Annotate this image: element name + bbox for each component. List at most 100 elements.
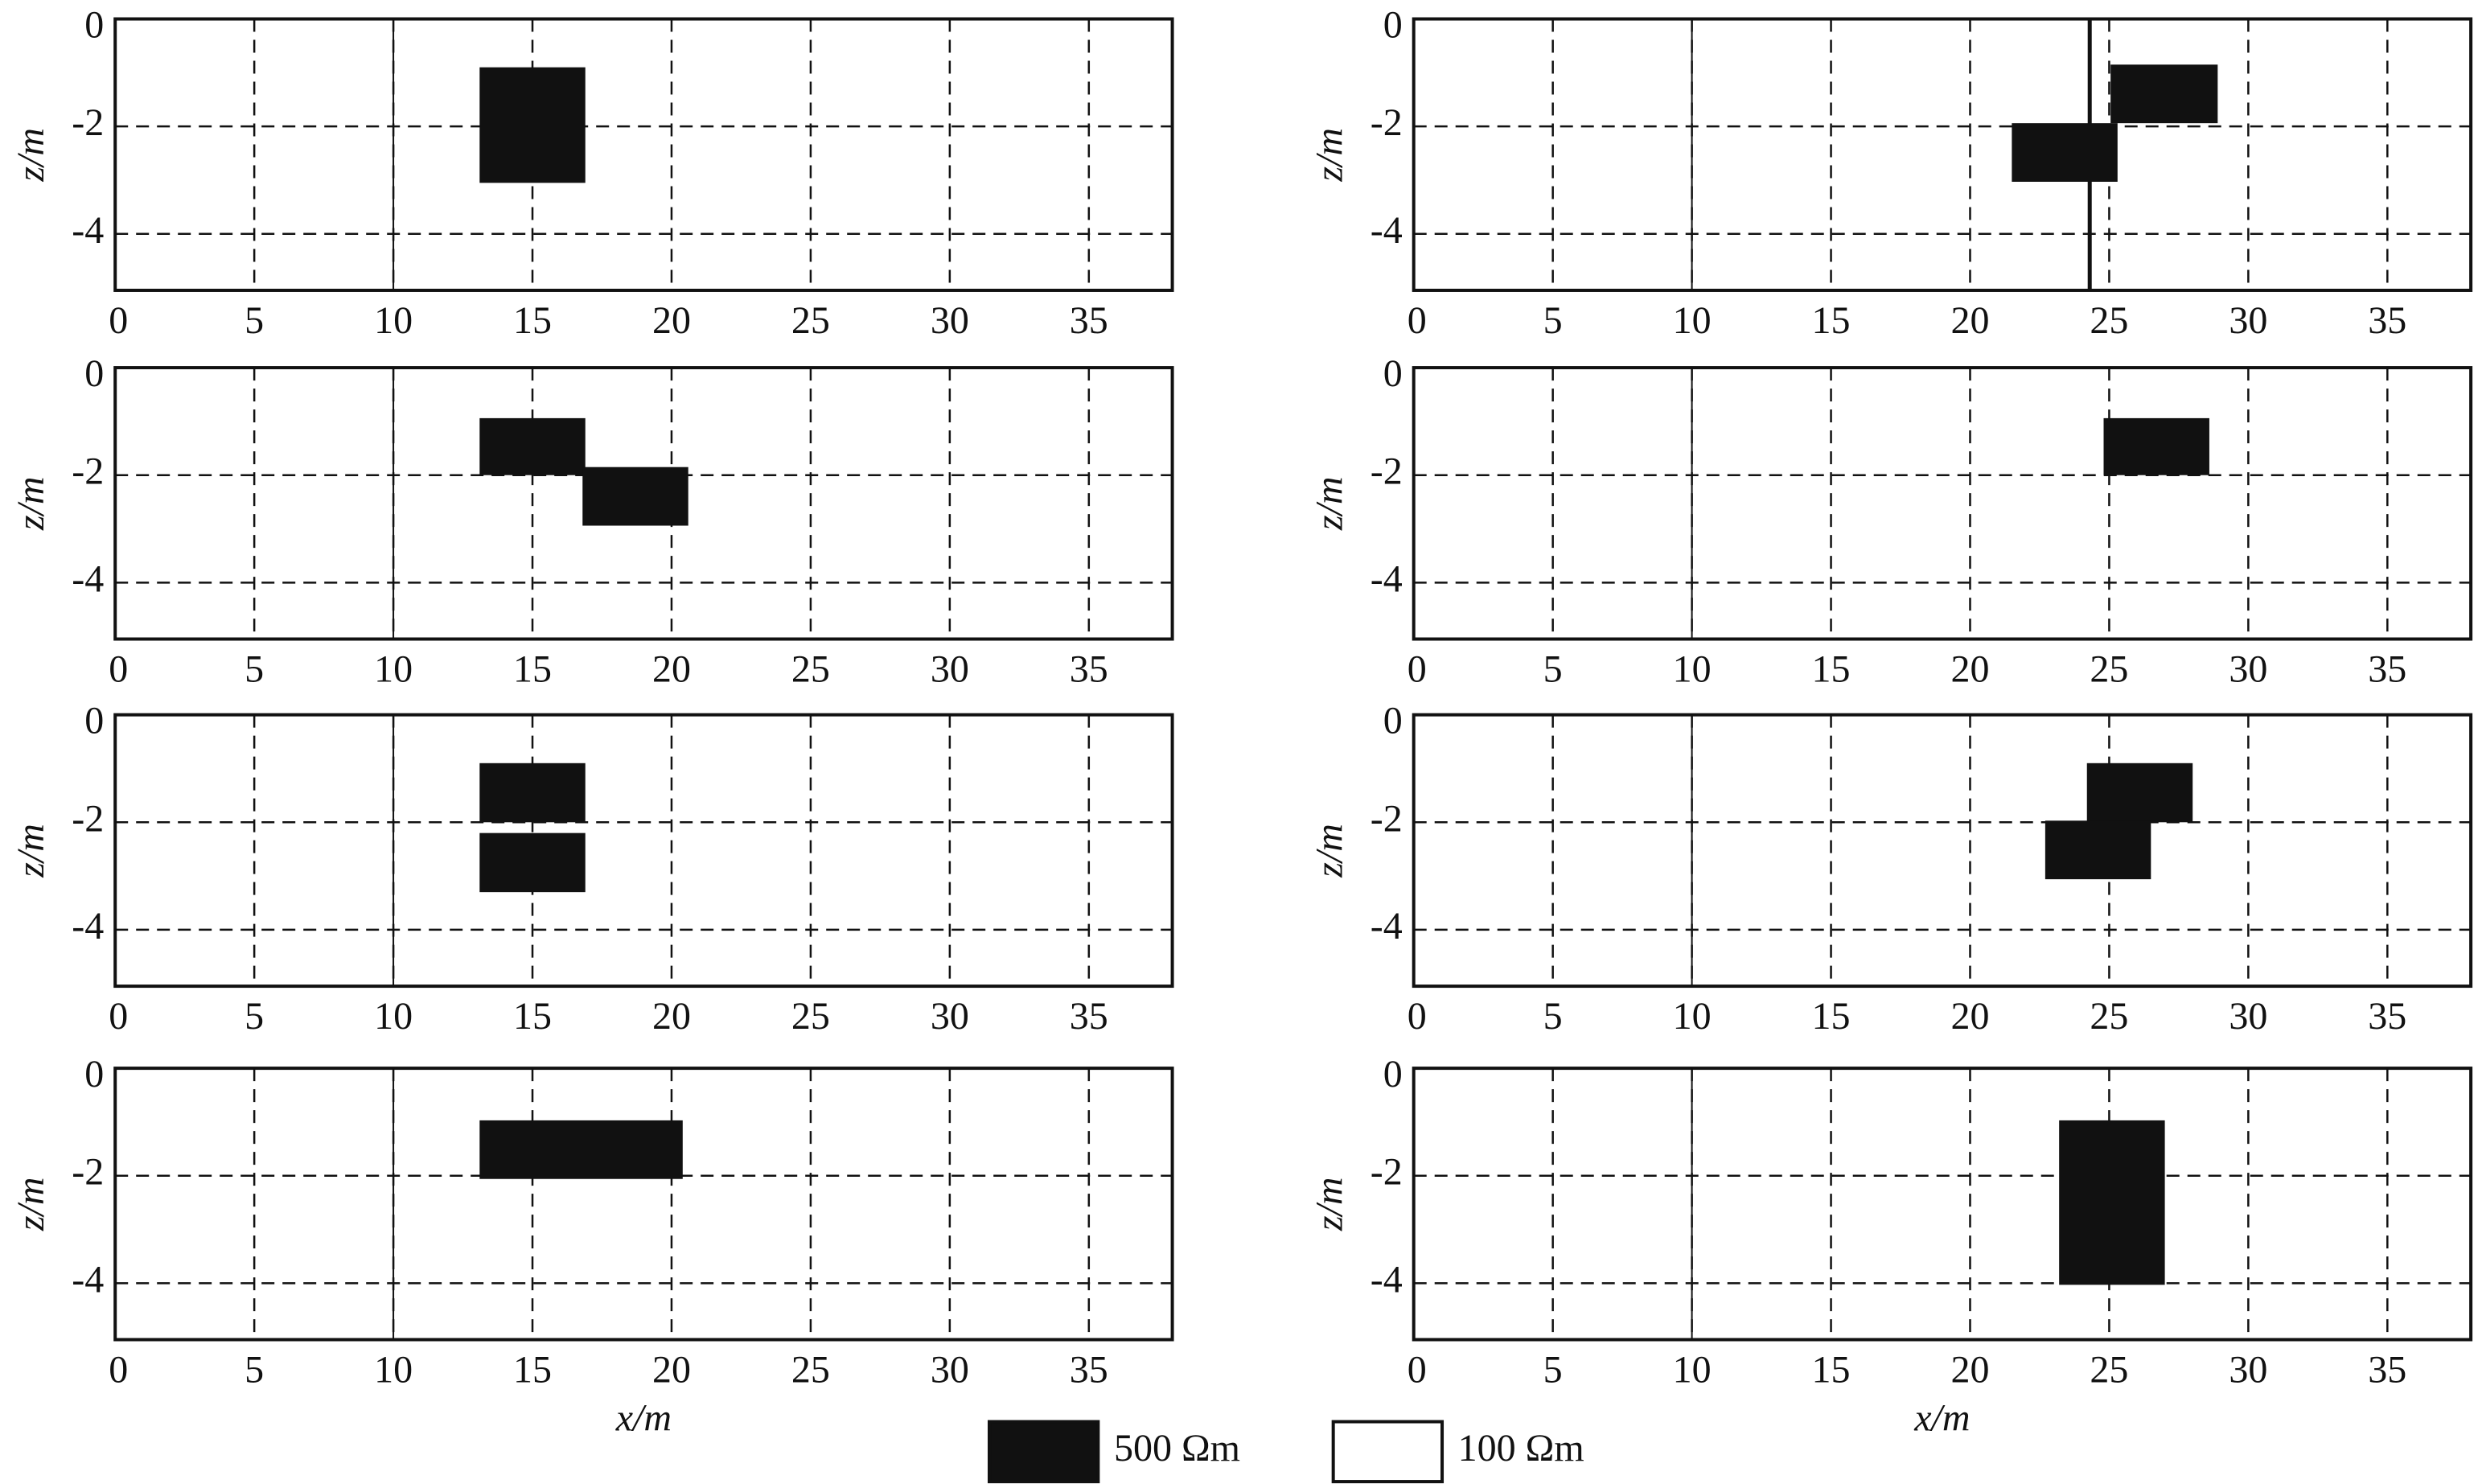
x-tick-label: 35: [2368, 995, 2406, 1038]
x-tick-label: 25: [791, 995, 830, 1038]
resistivity-block: [479, 67, 586, 183]
y-tick-label: -2: [1371, 1151, 1403, 1194]
x-tick-label: 15: [513, 1349, 552, 1392]
resistivity-block: [582, 467, 688, 526]
y-tick-label: -2: [1371, 101, 1403, 144]
y-tick-label: -4: [1371, 1258, 1403, 1301]
y-tick-label: -4: [72, 1258, 104, 1301]
x-tick-label: 25: [2090, 995, 2128, 1038]
x-tick-label: 20: [652, 995, 691, 1038]
resistivity-block: [479, 832, 586, 893]
x-tick-label: 0: [109, 299, 128, 342]
resistivity-block: [479, 763, 586, 823]
plot-frame: [113, 1067, 1174, 1342]
x-tick-label: 30: [931, 995, 969, 1038]
x-tick-label: 0: [109, 1349, 128, 1392]
x-tick-label: 35: [2368, 1349, 2406, 1392]
x-tick-label: 0: [1408, 995, 1427, 1038]
resistivity-block: [479, 417, 586, 475]
x-tick-label: 5: [1543, 648, 1563, 691]
legend-swatch: [988, 1420, 1100, 1484]
x-tick-label: 20: [1950, 648, 1989, 691]
x-tick-label: 10: [1673, 299, 1712, 342]
legend-label: 500 Ωm: [1114, 1427, 1240, 1470]
x-tick-label: 15: [513, 995, 552, 1038]
x-tick-label: 30: [931, 1349, 969, 1392]
x-tick-label: 10: [374, 299, 413, 342]
x-tick-label: 35: [1070, 299, 1108, 342]
x-tick-label: 15: [1812, 299, 1851, 342]
x-tick-label: 30: [2229, 1349, 2267, 1392]
legend-label: 100 Ωm: [1458, 1427, 1584, 1470]
x-tick-label: 35: [2368, 299, 2406, 342]
x-tick-label: 35: [1070, 1349, 1108, 1392]
y-tick-label: -2: [72, 1151, 104, 1194]
x-tick-label: 30: [931, 648, 969, 691]
y-tick-label: 0: [84, 352, 104, 395]
x-tick-label: 35: [2368, 648, 2406, 691]
legend-swatch: [1331, 1420, 1445, 1484]
x-tick-label: 30: [931, 299, 969, 342]
resistivity-block: [2045, 820, 2151, 880]
resistivity-block: [2110, 64, 2218, 124]
x-tick-label: 0: [1408, 1349, 1427, 1392]
x-tick-label: 0: [109, 648, 128, 691]
plot-frame: [1412, 1067, 2473, 1342]
x-tick-label: 5: [1543, 1349, 1563, 1392]
x-tick-label: 20: [1950, 299, 1989, 342]
x-tick-label: 35: [1070, 995, 1108, 1038]
x-tick-label: 5: [245, 299, 264, 342]
y-tick-label: -4: [72, 557, 104, 600]
x-axis-label: x/m: [615, 1397, 672, 1440]
y-axis-label: z/m: [10, 824, 52, 878]
y-tick-label: 0: [84, 4, 104, 47]
x-tick-label: 30: [2229, 648, 2267, 691]
x-tick-label: 0: [109, 995, 128, 1038]
x-tick-label: 25: [791, 299, 830, 342]
y-tick-label: 0: [84, 700, 104, 742]
x-tick-label: 10: [374, 995, 413, 1038]
x-tick-label: 20: [652, 299, 691, 342]
x-tick-label: 30: [2229, 299, 2267, 342]
y-tick-label: -4: [72, 905, 104, 948]
y-axis-label: z/m: [1309, 476, 1351, 531]
y-axis-label: z/m: [10, 476, 52, 531]
plot-frame: [113, 713, 1174, 989]
x-tick-label: 15: [1812, 1349, 1851, 1392]
y-tick-label: 0: [1383, 1053, 1403, 1096]
y-axis-label: z/m: [1309, 1177, 1351, 1231]
x-tick-label: 15: [513, 299, 552, 342]
plot-frame: [1412, 366, 2473, 641]
plot-frame: [1412, 17, 2473, 292]
x-tick-label: 5: [245, 1349, 264, 1392]
x-axis-label: x/m: [1913, 1397, 1970, 1440]
x-tick-label: 10: [1673, 648, 1712, 691]
x-tick-label: 5: [245, 995, 264, 1038]
y-tick-label: 0: [1383, 4, 1403, 47]
x-tick-label: 15: [513, 648, 552, 691]
x-tick-label: 15: [1812, 648, 1851, 691]
y-tick-label: -4: [1371, 209, 1403, 252]
x-tick-label: 10: [374, 648, 413, 691]
x-tick-label: 25: [2090, 648, 2128, 691]
x-tick-label: 20: [652, 648, 691, 691]
resistivity-block: [2059, 1120, 2165, 1285]
x-tick-label: 25: [791, 1349, 830, 1392]
plot-frame: [1412, 713, 2473, 989]
y-axis-label: z/m: [10, 128, 52, 183]
resistivity-block: [2103, 417, 2209, 475]
x-tick-label: 25: [2090, 299, 2128, 342]
y-axis-label: z/m: [10, 1177, 52, 1231]
resistivity-block: [479, 1120, 683, 1179]
x-tick-label: 10: [1673, 995, 1712, 1038]
y-tick-label: -2: [72, 101, 104, 144]
x-tick-label: 25: [791, 648, 830, 691]
x-tick-label: 25: [2090, 1349, 2128, 1392]
y-axis-label: z/m: [1309, 128, 1351, 183]
y-tick-label: 0: [84, 1053, 104, 1096]
plot-frame: [113, 17, 1174, 292]
resistivity-block: [2086, 763, 2193, 823]
y-tick-label: 0: [1383, 352, 1403, 395]
y-tick-label: -2: [72, 450, 104, 493]
